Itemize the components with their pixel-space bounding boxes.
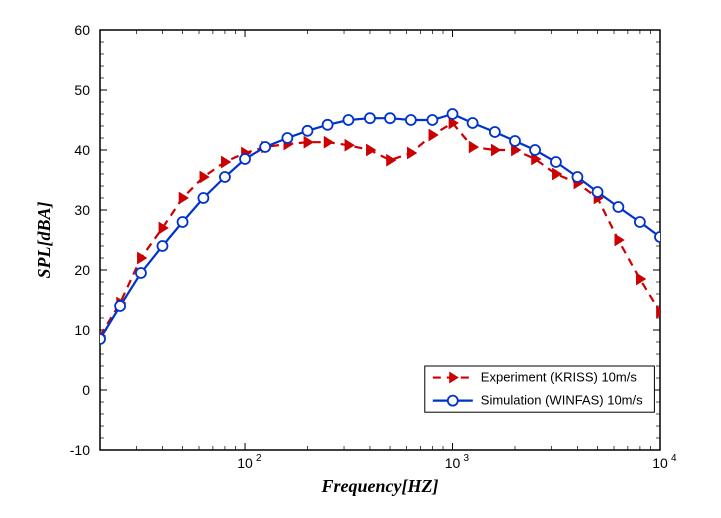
- svg-text:10: 10: [74, 322, 90, 338]
- svg-text:10: 10: [652, 455, 668, 471]
- svg-text:4: 4: [671, 453, 677, 464]
- svg-text:0: 0: [82, 382, 90, 398]
- svg-text:Frequency[HZ]: Frequency[HZ]: [321, 476, 439, 496]
- svg-text:10: 10: [445, 455, 461, 471]
- svg-text:-10: -10: [70, 442, 90, 458]
- svg-text:Experiment (KRISS) 10m/s: Experiment (KRISS) 10m/s: [481, 370, 638, 385]
- svg-text:Simulation (WINFAS) 10m/s: Simulation (WINFAS) 10m/s: [481, 393, 643, 408]
- svg-text:50: 50: [74, 82, 90, 98]
- svg-text:20: 20: [74, 262, 90, 278]
- svg-text:10: 10: [237, 455, 253, 471]
- svg-text:60: 60: [74, 22, 90, 38]
- svg-text:SPL[dBA]: SPL[dBA]: [34, 201, 54, 278]
- svg-text:40: 40: [74, 142, 90, 158]
- spl-frequency-chart: -100102030405060102103104SPL[dBA]Frequen…: [0, 0, 721, 518]
- svg-text:3: 3: [464, 453, 470, 464]
- svg-text:30: 30: [74, 202, 90, 218]
- svg-text:2: 2: [256, 453, 262, 464]
